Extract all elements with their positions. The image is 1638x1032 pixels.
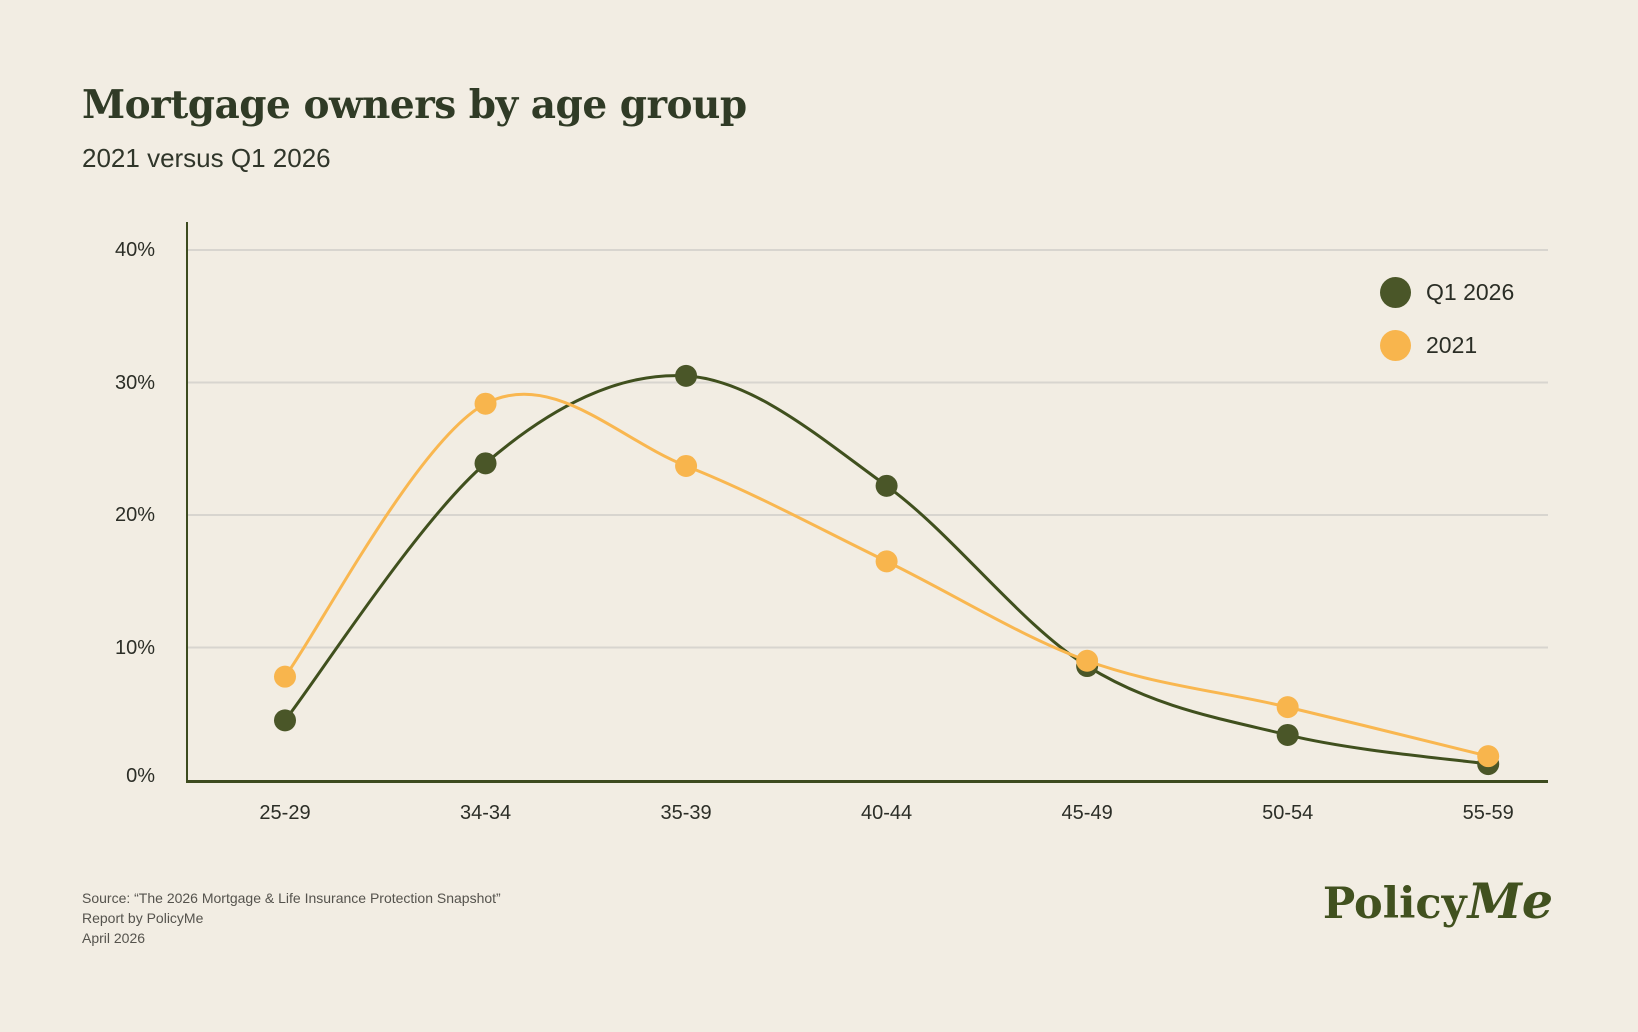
data-point-q1-2026-34-34	[474, 452, 497, 475]
y-tick-label-40: 40%	[114, 239, 155, 261]
y-tick-label-30: 30%	[114, 371, 155, 394]
chart-title: Mortgage owners by age group	[82, 82, 747, 128]
x-tick-label-45-49: 45-49	[1061, 802, 1113, 824]
data-point-q1-2026-35-39	[675, 364, 698, 387]
legend-label: 2021	[1426, 332, 1478, 358]
logo-text-policy: Policy	[1322, 879, 1467, 929]
x-tick-label-25-29: 25-29	[259, 802, 311, 824]
x-tick-label-55-59: 55-59	[1462, 802, 1514, 824]
chart-subtitle: 2021 versus Q1 2026	[82, 143, 331, 173]
data-point-q1-2026-40-44	[875, 474, 898, 497]
policyme-logo: Policy Me	[1323, 872, 1553, 930]
data-point-2021-45-49	[1076, 649, 1099, 672]
x-tick-label-34-34: 34-34	[459, 802, 512, 824]
series-line-2021	[283, 392, 1489, 758]
x-tick-label-35-39: 35-39	[660, 802, 712, 824]
legend-label: Q1 2026	[1426, 279, 1515, 305]
legend-dot-icon	[1380, 330, 1411, 361]
source-line-1: Source: “The 2026 Mortgage & Life Insura…	[82, 890, 501, 906]
data-point-2021-50-54	[1276, 696, 1299, 719]
data-point-2021-55-59	[1477, 745, 1500, 768]
data-point-q1-2026-50-54	[1276, 723, 1299, 746]
source-note: Source: “The 2026 Mortgage & Life Insura…	[82, 888, 501, 948]
x-tick-label-40-44: 40-44	[861, 802, 913, 824]
source-line-2: Report by PolicyMe	[82, 910, 204, 926]
y-tick-label-20: 20%	[114, 504, 155, 526]
y-tick-label-0: 0%	[126, 765, 155, 787]
source-line-3: April 2026	[82, 930, 146, 946]
plot-area	[186, 222, 1548, 783]
data-point-2021-35-39	[675, 454, 698, 477]
line-chart	[188, 249, 1548, 776]
legend-item-2021: 2021	[1380, 330, 1514, 361]
x-tick-label-50-54: 50-54	[1262, 802, 1314, 824]
data-point-q1-2026-25-29	[274, 709, 296, 732]
chart-legend: Q1 2026 2021	[1380, 277, 1514, 383]
logo-text-me: Me	[1467, 872, 1553, 930]
data-point-2021-34-34	[474, 392, 497, 415]
legend-dot-icon	[1380, 277, 1411, 308]
data-point-2021-40-44	[875, 550, 898, 573]
data-point-2021-25-29	[274, 665, 296, 688]
y-tick-label-10: 10%	[114, 636, 155, 659]
legend-item-q1-2026: Q1 2026	[1380, 277, 1514, 308]
